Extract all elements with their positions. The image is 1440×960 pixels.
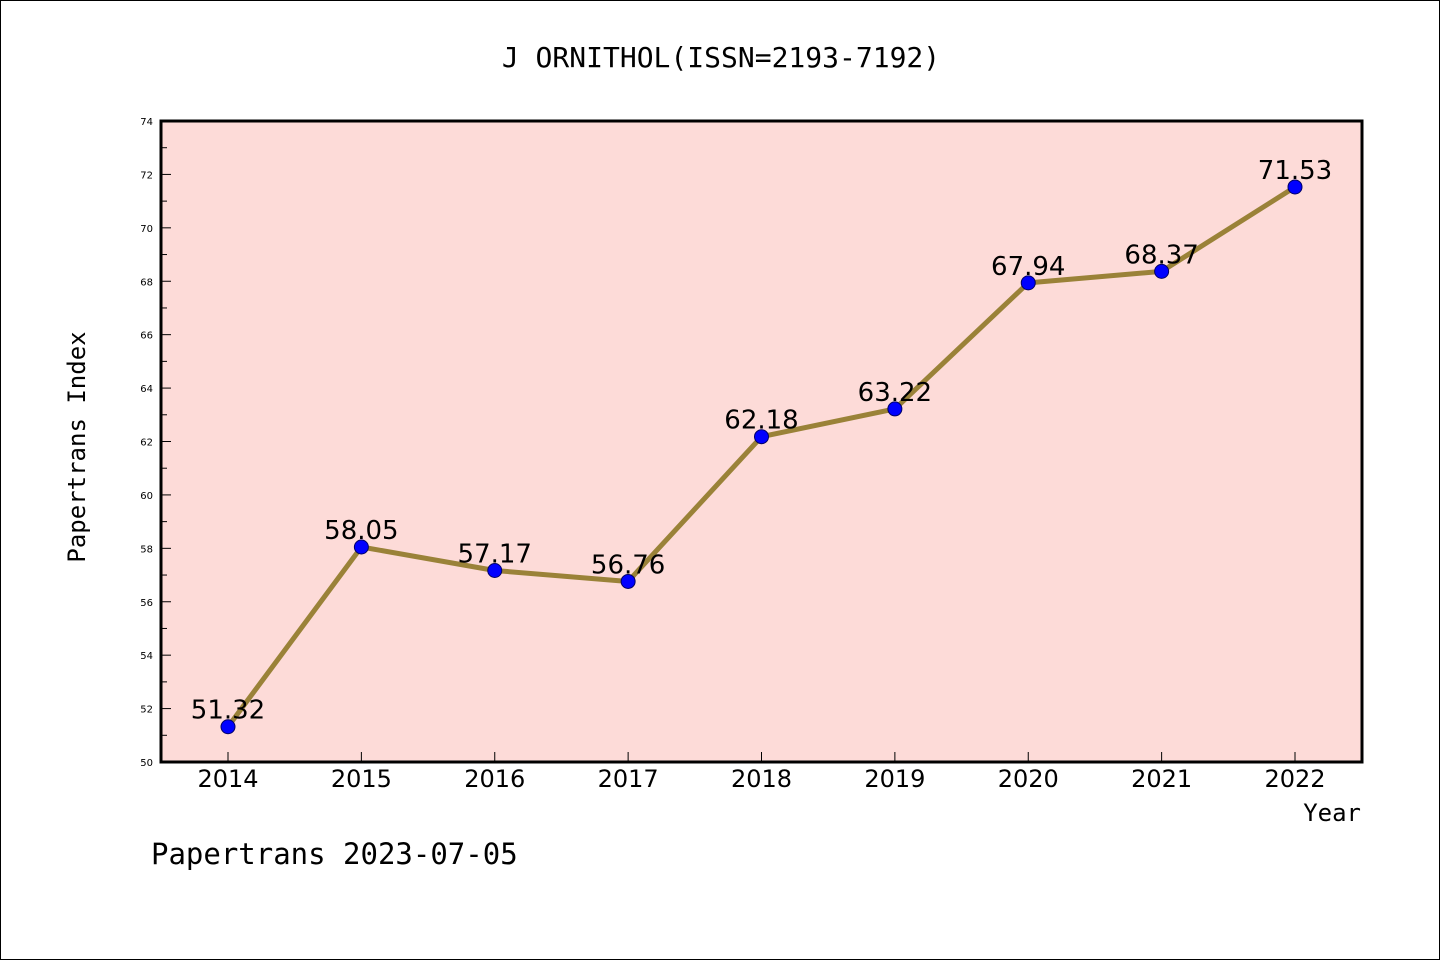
data-point <box>487 563 503 579</box>
y-tick-label: 66 <box>140 331 153 342</box>
x-tick-label: 2016 <box>464 765 525 793</box>
x-tick-label: 2014 <box>197 765 258 793</box>
y-axis-label: Papertrans Index <box>63 331 91 562</box>
footer-text: Papertrans 2023-07-05 <box>151 837 518 871</box>
x-tick-label: 2018 <box>731 765 792 793</box>
y-tick-label: 54 <box>140 651 153 662</box>
x-tick-label: 2017 <box>598 765 659 793</box>
data-point <box>1287 179 1303 195</box>
data-label: 62.18 <box>724 406 798 436</box>
y-tick-label: 50 <box>140 758 153 769</box>
data-label: 71.53 <box>1258 156 1332 186</box>
data-label: 67.94 <box>991 252 1065 282</box>
data-label: 57.17 <box>458 540 532 570</box>
data-label: 63.22 <box>858 378 932 408</box>
y-tick-label: 60 <box>140 491 153 502</box>
chart-title: J ORNITHOL(ISSN=2193-7192) <box>502 41 940 74</box>
data-point <box>353 539 369 555</box>
y-tick-label: 56 <box>140 598 153 609</box>
x-tick-label: 2015 <box>331 765 392 793</box>
data-point <box>754 429 769 445</box>
data-label: 51.32 <box>191 696 265 726</box>
x-axis-label: Year <box>1303 799 1361 827</box>
y-tick-label: 58 <box>140 544 153 555</box>
y-tick-label: 62 <box>140 438 153 449</box>
data-point <box>1154 263 1170 279</box>
y-tick-label: 68 <box>140 277 153 288</box>
y-tick-label: 74 <box>140 117 153 128</box>
data-label: 58.05 <box>324 516 398 546</box>
y-tick-label: 72 <box>140 170 153 181</box>
data-label: 56.76 <box>591 550 665 580</box>
x-tick-label: 2022 <box>1264 765 1325 793</box>
y-tick-label: 70 <box>140 224 153 235</box>
x-tick-label: 2021 <box>1131 765 1192 793</box>
data-point <box>1020 275 1036 291</box>
y-tick-label: 64 <box>140 384 153 395</box>
data-point <box>620 573 636 589</box>
data-point <box>887 401 903 417</box>
data-label: 68.37 <box>1124 240 1198 270</box>
y-tick-label: 52 <box>140 705 153 716</box>
data-point <box>220 719 236 735</box>
x-tick-label: 2020 <box>998 765 1059 793</box>
x-tick-label: 2019 <box>864 765 925 793</box>
